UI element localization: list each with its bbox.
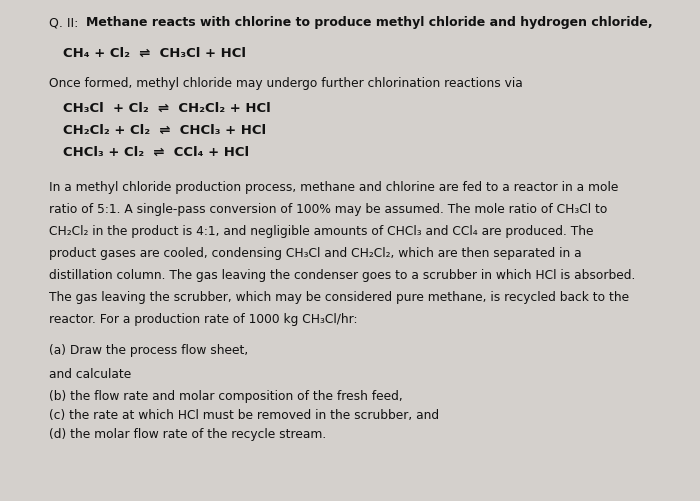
- Text: Once formed, methyl chloride may undergo further chlorination reactions via: Once formed, methyl chloride may undergo…: [49, 77, 523, 90]
- Text: (b) the flow rate and molar composition of the fresh feed,: (b) the flow rate and molar composition …: [49, 390, 402, 403]
- Text: CH₄ + Cl₂  ⇌  CH₃Cl + HCl: CH₄ + Cl₂ ⇌ CH₃Cl + HCl: [63, 47, 246, 60]
- Text: reactor. For a production rate of 1000 kg CH₃Cl/hr:: reactor. For a production rate of 1000 k…: [49, 313, 358, 326]
- Text: (d) the molar flow rate of the recycle stream.: (d) the molar flow rate of the recycle s…: [49, 428, 326, 441]
- Text: Q. II:: Q. II:: [49, 16, 83, 29]
- Text: The gas leaving the scrubber, which may be considered pure methane, is recycled : The gas leaving the scrubber, which may …: [49, 291, 629, 304]
- Text: product gases are cooled, condensing CH₃Cl and CH₂Cl₂, which are then separated : product gases are cooled, condensing CH₃…: [49, 247, 582, 260]
- Text: and calculate: and calculate: [49, 368, 132, 381]
- Text: Methane reacts with chlorine to produce methyl chloride and hydrogen chloride,: Methane reacts with chlorine to produce …: [86, 16, 652, 29]
- Text: CH₂Cl₂ + Cl₂  ⇌  CHCl₃ + HCl: CH₂Cl₂ + Cl₂ ⇌ CHCl₃ + HCl: [63, 123, 266, 136]
- Text: ratio of 5:1. A single-pass conversion of 100% may be assumed. The mole ratio of: ratio of 5:1. A single-pass conversion o…: [49, 203, 608, 216]
- Text: In a methyl chloride production process, methane and chlorine are fed to a react: In a methyl chloride production process,…: [49, 181, 618, 194]
- Text: CH₂Cl₂ in the product is 4:1, and negligible amounts of CHCl₃ and CCl₄ are produ: CH₂Cl₂ in the product is 4:1, and neglig…: [49, 225, 594, 238]
- Text: distillation column. The gas leaving the condenser goes to a scrubber in which H: distillation column. The gas leaving the…: [49, 269, 636, 282]
- Text: (c) the rate at which HCl must be removed in the scrubber, and: (c) the rate at which HCl must be remove…: [49, 409, 439, 422]
- Text: CHCl₃ + Cl₂  ⇌  CCl₄ + HCl: CHCl₃ + Cl₂ ⇌ CCl₄ + HCl: [63, 145, 249, 158]
- Text: CH₃Cl  + Cl₂  ⇌  CH₂Cl₂ + HCl: CH₃Cl + Cl₂ ⇌ CH₂Cl₂ + HCl: [63, 101, 271, 114]
- Text: (a) Draw the process flow sheet,: (a) Draw the process flow sheet,: [49, 344, 248, 357]
